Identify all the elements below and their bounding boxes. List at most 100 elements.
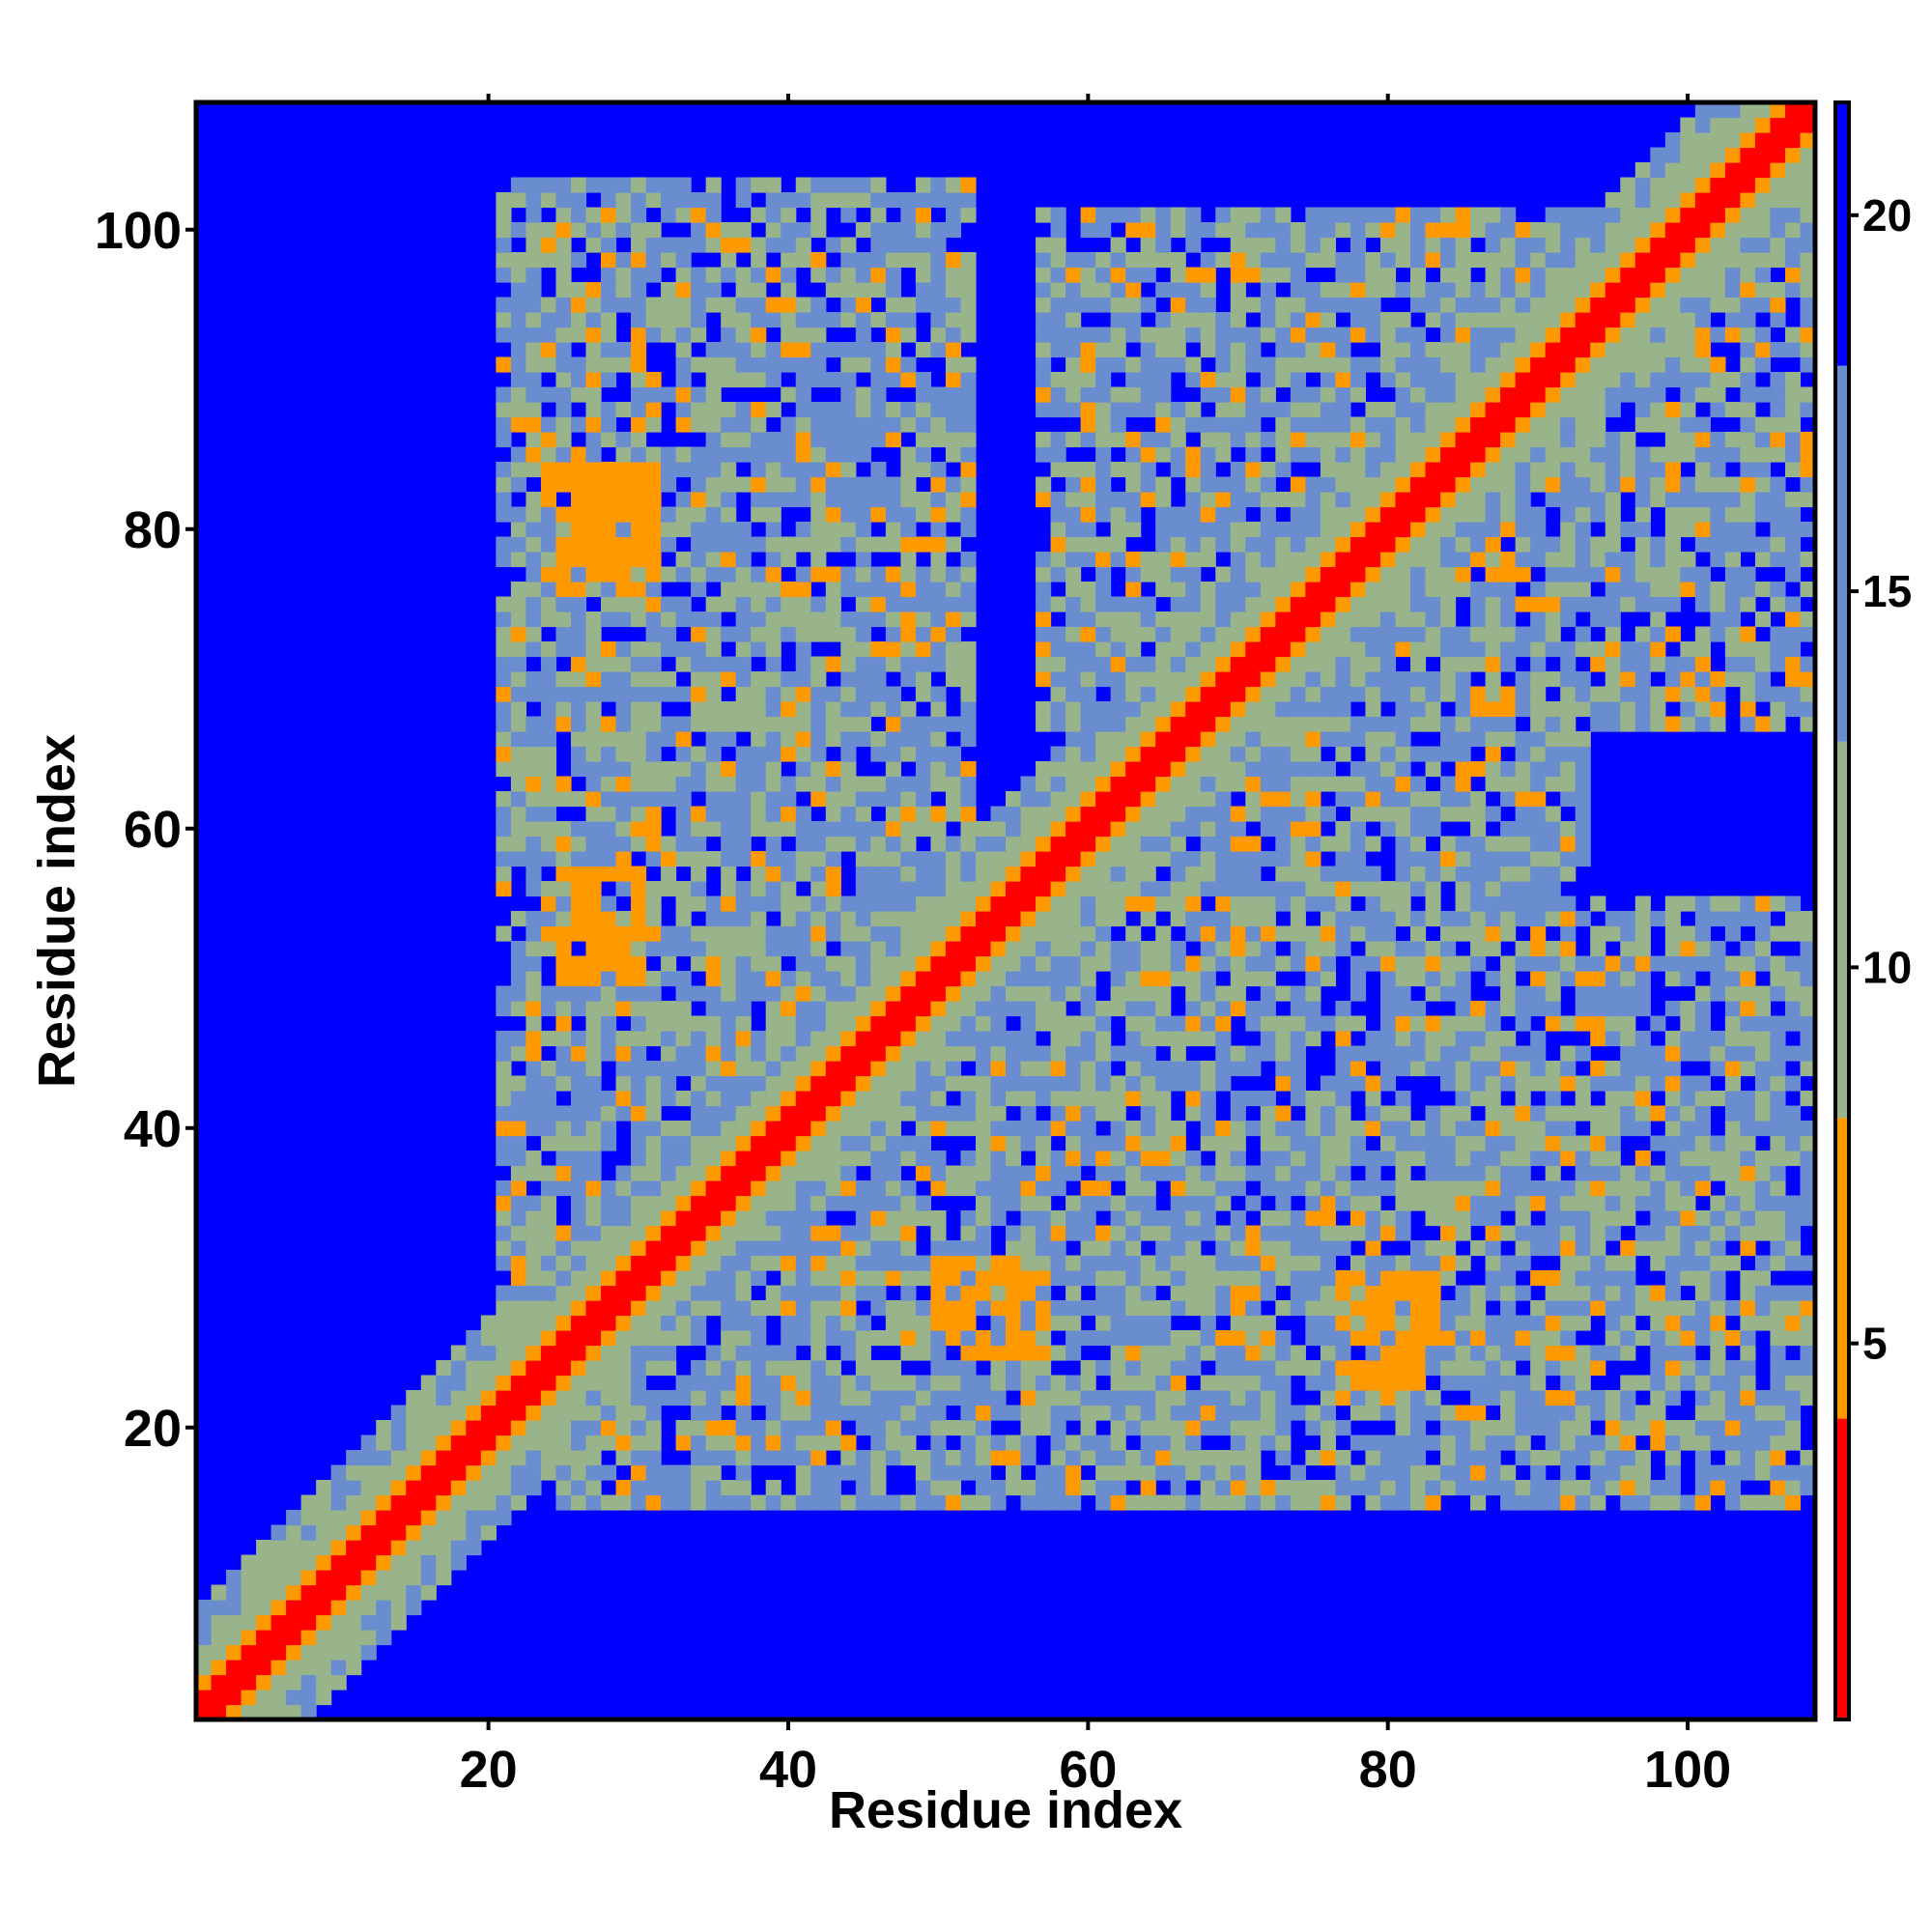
heatmap-cell <box>661 192 677 209</box>
heatmap-cell <box>870 895 887 912</box>
heatmap-cell <box>795 492 811 508</box>
heatmap-cell <box>1395 462 1411 478</box>
heatmap-cell <box>1155 327 1172 343</box>
heatmap-cell <box>1140 656 1156 672</box>
heatmap-cell <box>1305 522 1321 538</box>
heatmap-cell <box>1215 1151 1232 1167</box>
heatmap-cell <box>1125 1015 1142 1032</box>
heatmap-cell <box>751 1375 767 1391</box>
heatmap-cell <box>1290 611 1306 628</box>
heatmap-cell <box>855 955 871 972</box>
heatmap-cell <box>1036 1494 1052 1511</box>
heatmap-cell <box>1245 1015 1262 1032</box>
heatmap-cell <box>1290 1091 1306 1107</box>
heatmap-cell <box>1215 1330 1232 1347</box>
heatmap-cell <box>1365 776 1381 792</box>
heatmap-cell <box>615 1435 632 1451</box>
heatmap-cell <box>1260 222 1276 239</box>
heatmap-cell <box>555 1285 572 1301</box>
heatmap-cell <box>840 566 857 582</box>
heatmap-cell <box>705 1031 722 1047</box>
heatmap-cell <box>1036 1464 1052 1481</box>
heatmap-cell <box>1065 522 1082 538</box>
heatmap-cell <box>1185 1300 1202 1317</box>
heatmap-cell <box>810 1300 827 1317</box>
heatmap-cell <box>1006 1375 1022 1391</box>
heatmap-cell <box>1365 925 1381 942</box>
heatmap-cell <box>1305 432 1321 448</box>
heatmap-cell <box>1410 1435 1427 1451</box>
heatmap-cell <box>645 192 662 209</box>
heatmap-cell <box>1065 925 1082 942</box>
heatmap-cell <box>691 985 707 1002</box>
heatmap-cell <box>1275 985 1292 1002</box>
heatmap-cell <box>1350 1315 1367 1331</box>
heatmap-cell <box>1320 941 1337 957</box>
heatmap-cell <box>945 836 962 852</box>
heatmap-cell <box>601 506 617 523</box>
heatmap-cell <box>1200 686 1216 702</box>
heatmap-cell <box>1125 641 1142 658</box>
heatmap-cell <box>1410 836 1427 852</box>
heatmap-cell <box>420 1375 437 1391</box>
heatmap-cell <box>1155 446 1172 463</box>
heatmap-cell <box>601 492 617 508</box>
heatmap-cell <box>615 536 632 553</box>
heatmap-cell <box>1350 1210 1367 1227</box>
heatmap-cell <box>1065 746 1082 762</box>
heatmap-cell <box>825 582 841 598</box>
heatmap-cell <box>1320 536 1337 553</box>
heatmap-cell <box>661 237 677 253</box>
heatmap-cell <box>1275 866 1292 882</box>
heatmap-cell <box>1140 1135 1156 1151</box>
heatmap-cell <box>1365 1285 1381 1301</box>
heatmap-cell <box>1006 1225 1022 1241</box>
heatmap-cell <box>915 282 932 298</box>
heatmap-cell <box>631 476 647 493</box>
heatmap-cell <box>1095 701 1112 718</box>
heatmap-cell <box>1050 911 1066 927</box>
heatmap-cell <box>705 386 722 403</box>
heatmap-cell <box>601 177 617 193</box>
heatmap-cell <box>870 1135 887 1151</box>
heatmap-cell <box>555 1001 572 1017</box>
heatmap-cell <box>1320 1450 1337 1466</box>
heatmap-cell <box>1275 1225 1292 1241</box>
heatmap-cell <box>721 297 737 313</box>
heatmap-cell <box>975 1255 992 1271</box>
heatmap-cell <box>510 1195 527 1211</box>
heatmap-cell <box>661 686 677 702</box>
heatmap-cell <box>1080 1015 1096 1032</box>
heatmap-cell <box>1365 1345 1381 1361</box>
heatmap-cell <box>705 985 722 1002</box>
heatmap-cell <box>855 552 871 568</box>
heatmap-cell <box>1170 761 1186 778</box>
heatmap-cell <box>1305 1255 1321 1271</box>
heatmap-cell <box>1080 851 1096 867</box>
heatmap-cell <box>1425 746 1441 762</box>
heatmap-cell <box>1215 1450 1232 1466</box>
heatmap-cell <box>810 1195 827 1211</box>
heatmap-cell <box>1125 791 1142 808</box>
heatmap-cell <box>1365 1494 1381 1511</box>
heatmap-cell <box>661 1285 677 1301</box>
heatmap-cell <box>1320 462 1337 478</box>
heatmap-cell <box>765 432 781 448</box>
heatmap-cell <box>1305 641 1321 658</box>
heatmap-cell <box>1350 1075 1367 1092</box>
heatmap-cell <box>855 1450 871 1466</box>
heatmap-cell <box>885 1315 901 1331</box>
heatmap-cell <box>510 1464 527 1481</box>
heatmap-cell <box>1260 1315 1276 1331</box>
heatmap-cell <box>1395 1450 1411 1466</box>
heatmap-cell <box>1350 671 1367 688</box>
heatmap-cell <box>570 1135 587 1151</box>
heatmap-cell <box>810 1075 827 1092</box>
heatmap-cell <box>1425 866 1441 882</box>
heatmap-cell <box>900 536 917 553</box>
heatmap-cell <box>1080 941 1096 957</box>
heatmap-cell <box>1440 1480 1457 1496</box>
heatmap-cell <box>810 1210 827 1227</box>
heatmap-cell <box>1020 1015 1037 1032</box>
heatmap-cell <box>555 177 572 193</box>
